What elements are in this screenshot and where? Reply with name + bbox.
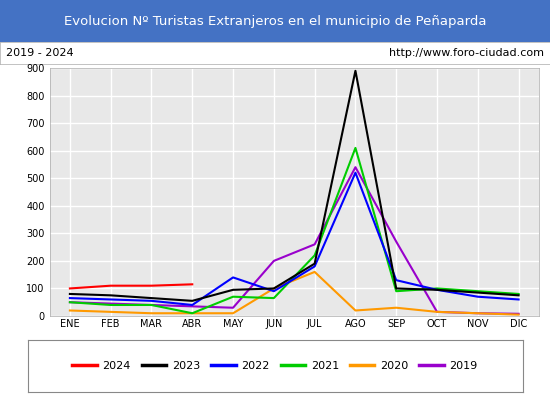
Legend: 2024, 2023, 2022, 2021, 2020, 2019: 2024, 2023, 2022, 2021, 2020, 2019 — [68, 356, 482, 376]
Text: 2019 - 2024: 2019 - 2024 — [6, 48, 73, 58]
Text: http://www.foro-ciudad.com: http://www.foro-ciudad.com — [389, 48, 544, 58]
Text: Evolucion Nº Turistas Extranjeros en el municipio de Peñaparda: Evolucion Nº Turistas Extranjeros en el … — [64, 14, 486, 28]
